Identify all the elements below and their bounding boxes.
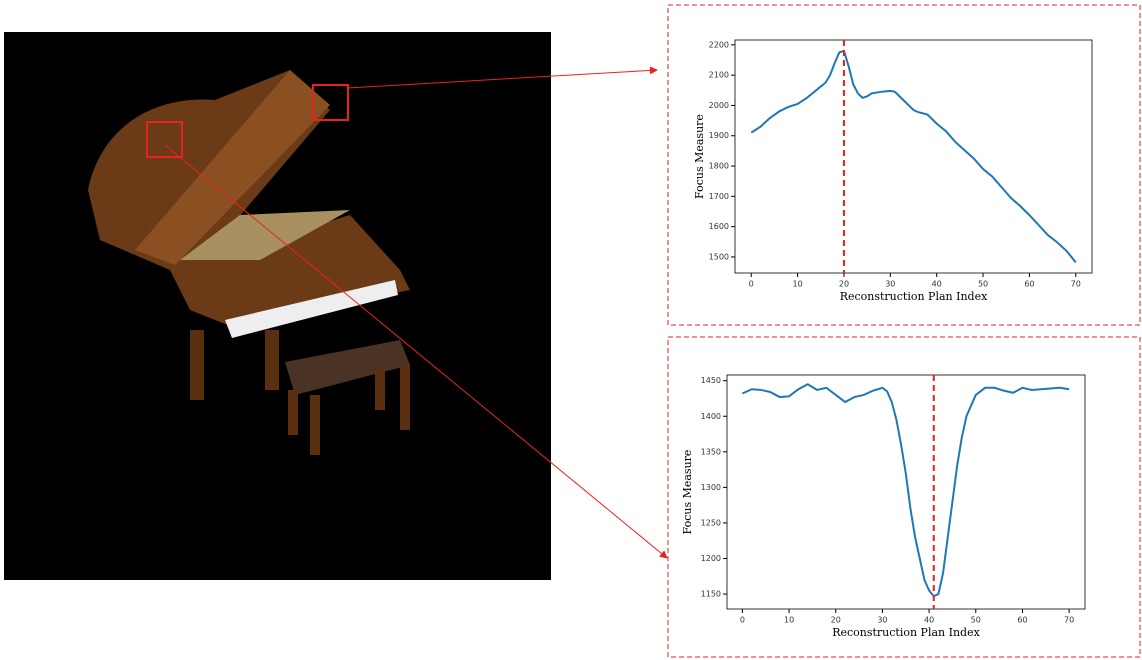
- x-tick-label: 20: [831, 616, 841, 625]
- x-tick-label: 40: [924, 616, 934, 625]
- x-tick-label: 50: [971, 616, 981, 625]
- y-tick-label: 1300: [701, 483, 721, 492]
- focus-box: [146, 121, 183, 158]
- x-tick-label: 70: [1071, 280, 1081, 289]
- x-tick-label: 0: [740, 616, 745, 625]
- x-tick-label: 30: [877, 616, 887, 625]
- panel-border: [667, 336, 1141, 658]
- piano-image: [4, 32, 551, 580]
- x-tick-label: 60: [1024, 280, 1034, 289]
- x-tick-label: 10: [784, 616, 794, 625]
- y-tick-label: 1600: [709, 222, 729, 231]
- y-tick-label: 1150: [701, 590, 721, 599]
- y-tick-label: 2100: [709, 71, 729, 80]
- arrow: [347, 66, 658, 89]
- data-line: [741, 383, 1070, 598]
- focus-box: [312, 84, 349, 121]
- x-tick-label: 60: [1017, 616, 1027, 625]
- plot-area: [726, 374, 1086, 610]
- y-tick-label: 1450: [701, 376, 721, 385]
- data-line: [750, 49, 1077, 264]
- plot-area: [734, 39, 1093, 274]
- x-tick-label: 50: [978, 280, 988, 289]
- panel-border: [667, 4, 1141, 326]
- x-tick-label: 30: [885, 280, 895, 289]
- y-tick-label: 1200: [701, 554, 721, 563]
- y-tick-label: 1250: [701, 518, 721, 527]
- y-tick-label: 1500: [709, 252, 729, 261]
- arrow: [164, 144, 668, 559]
- y-tick-label: 1700: [709, 192, 729, 201]
- y-tick-label: 2000: [709, 101, 729, 110]
- x-tick-label: 0: [749, 280, 754, 289]
- y-tick-label: 1800: [709, 162, 729, 171]
- y-axis-label: Focus Measure: [681, 450, 694, 535]
- y-tick-label: 1350: [701, 447, 721, 456]
- x-tick-label: 20: [839, 280, 849, 289]
- y-tick-label: 2200: [709, 40, 729, 49]
- y-tick-label: 1400: [701, 412, 721, 421]
- y-tick-label: 1900: [709, 131, 729, 140]
- x-tick-label: 70: [1064, 616, 1074, 625]
- y-axis-label: Focus Measure: [693, 114, 706, 199]
- x-axis-label: Reconstruction Plan Index: [832, 626, 980, 639]
- x-tick-label: 40: [932, 280, 942, 289]
- x-axis-label: Reconstruction Plan Index: [840, 290, 988, 303]
- x-tick-label: 10: [792, 280, 802, 289]
